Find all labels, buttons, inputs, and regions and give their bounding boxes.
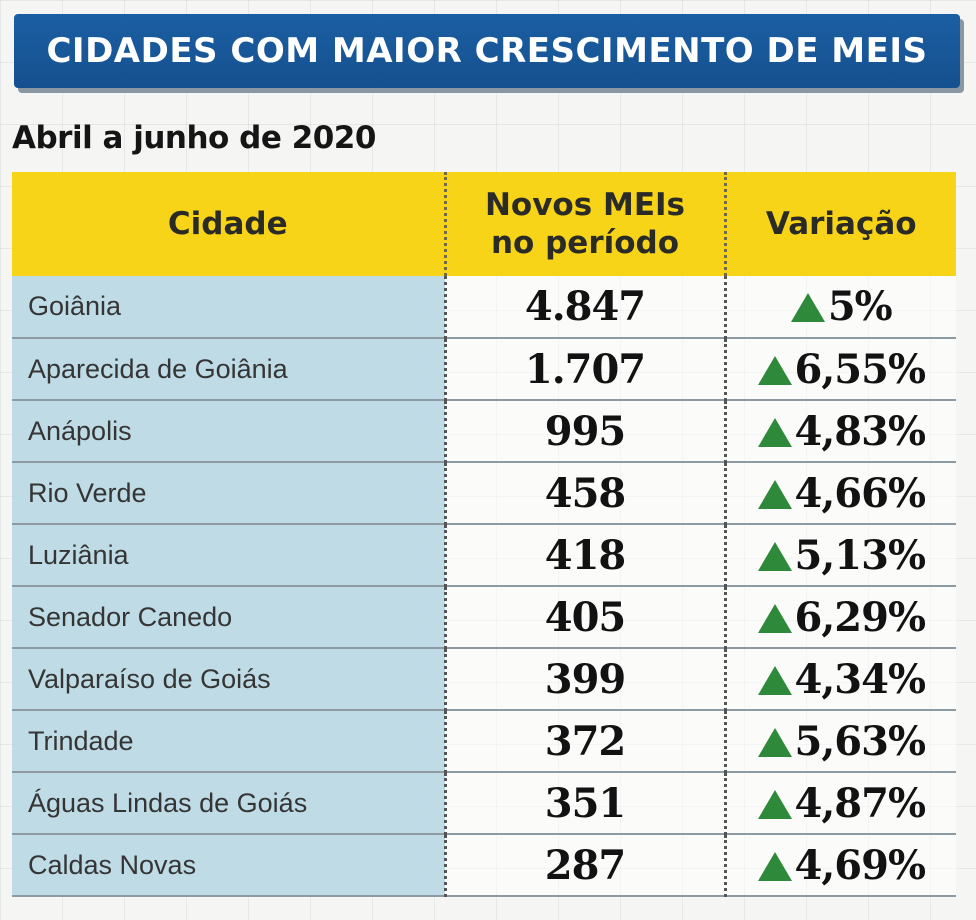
variation-cell: 4,87%	[725, 772, 956, 835]
table-row: Luziânia 418 5,13%	[12, 524, 956, 587]
up-triangle-icon	[757, 603, 792, 633]
new-meis-count: 372	[443, 710, 727, 773]
table-row: Valparaíso de Goiás 399 4,34%	[12, 648, 956, 711]
city-name: Luziânia	[12, 524, 445, 587]
variation-value: 5,13%	[794, 531, 926, 579]
variation-value: 4,66%	[794, 469, 926, 517]
variation-cell: 4,83%	[725, 400, 956, 463]
city-name: Aparecida de Goiânia	[12, 338, 445, 401]
variation-value: 5,63%	[794, 717, 926, 765]
new-meis-count: 418	[443, 524, 727, 587]
new-meis-count: 1.707	[443, 338, 727, 401]
city-name: Anápolis	[12, 400, 445, 463]
city-name: Caldas Novas	[12, 834, 445, 897]
table-header-row: Cidade Novos MEIs no período Variação	[12, 172, 956, 276]
up-triangle-icon	[757, 541, 792, 571]
up-triangle-icon	[757, 355, 792, 385]
city-name: Senador Canedo	[12, 586, 445, 649]
variation-cell: 4,34%	[725, 648, 956, 711]
variation-value: 4,69%	[794, 841, 926, 889]
column-header-novos-meis: Novos MEIs no período	[445, 172, 727, 276]
period-subtitle: Abril a junho de 2020	[12, 120, 376, 156]
table-row: Aparecida de Goiânia 1.707 6,55%	[12, 338, 956, 401]
variation-value: 6,55%	[794, 345, 926, 393]
table-row: Rio Verde 458 4,66%	[12, 462, 956, 525]
table-row: Goiânia 4.847 5%	[12, 276, 956, 339]
up-triangle-icon	[757, 665, 792, 695]
column-header-novos-meis-label: Novos MEIs no período	[484, 187, 685, 261]
table-row: Anápolis 995 4,83%	[12, 400, 956, 463]
variation-cell: 5%	[725, 276, 956, 339]
city-name: Valparaíso de Goiás	[12, 648, 445, 711]
variation-cell: 4,66%	[725, 462, 956, 525]
up-triangle-icon	[790, 293, 825, 322]
cities-table: Cidade Novos MEIs no período Variação Go…	[12, 172, 956, 897]
city-name: Rio Verde	[12, 462, 445, 525]
table-row: Águas Lindas de Goiás 351 4,87%	[12, 772, 956, 835]
variation-value: 4,87%	[794, 779, 926, 827]
column-header-variacao: Variação	[725, 172, 956, 276]
new-meis-count: 995	[443, 400, 727, 463]
title-banner: CIDADES COM MAIOR CRESCIMENTO DE MEIS	[14, 14, 960, 88]
new-meis-count: 458	[443, 462, 727, 525]
city-name: Trindade	[12, 710, 445, 773]
up-triangle-icon	[757, 851, 792, 881]
variation-value: 6,29%	[794, 593, 926, 641]
new-meis-count: 405	[443, 586, 727, 649]
new-meis-count: 4.847	[443, 276, 727, 339]
variation-value: 5%	[827, 283, 893, 330]
variation-value: 4,83%	[794, 407, 926, 455]
table-row: Senador Canedo 405 6,29%	[12, 586, 956, 649]
variation-cell: 6,55%	[725, 338, 956, 401]
table-row: Caldas Novas 287 4,69%	[12, 834, 956, 897]
banner-title: CIDADES COM MAIOR CRESCIMENTO DE MEIS	[46, 31, 928, 71]
variation-cell: 5,63%	[725, 710, 956, 773]
up-triangle-icon	[757, 417, 792, 447]
variation-cell: 5,13%	[725, 524, 956, 587]
table-row: Trindade 372 5,63%	[12, 710, 956, 773]
new-meis-count: 351	[443, 772, 727, 835]
city-name: Goiânia	[12, 276, 445, 339]
variation-value: 4,34%	[794, 655, 926, 703]
variation-cell: 6,29%	[725, 586, 956, 649]
new-meis-count: 399	[443, 648, 727, 711]
new-meis-count: 287	[443, 834, 727, 897]
up-triangle-icon	[757, 789, 792, 819]
column-header-cidade: Cidade	[12, 172, 447, 276]
up-triangle-icon	[757, 479, 792, 509]
variation-cell: 4,69%	[725, 834, 956, 897]
up-triangle-icon	[757, 727, 792, 757]
city-name: Águas Lindas de Goiás	[12, 772, 445, 835]
